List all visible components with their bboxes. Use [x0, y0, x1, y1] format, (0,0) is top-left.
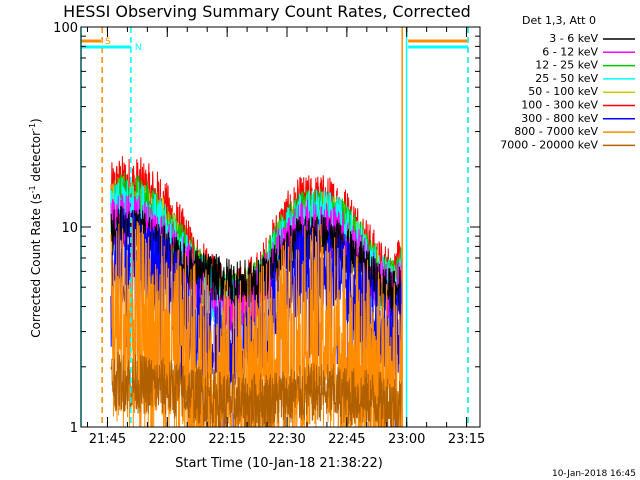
legend-label: 300 - 800 keV — [521, 112, 598, 125]
date-stamp: 10-Jan-2018 16:45 — [552, 469, 636, 479]
y-tick-label: 10 — [61, 221, 78, 236]
x-tick-label: 22:15 — [208, 432, 245, 447]
legend-label: 12 - 25 keV — [535, 59, 598, 72]
y-tick-label: 100 — [53, 21, 78, 36]
series-7000-20000-kev — [110, 351, 403, 427]
legend-label: 50 - 100 keV — [528, 85, 598, 98]
x-tick-label: 23:15 — [448, 432, 485, 447]
legend-label: 7000 - 20000 keV — [500, 138, 598, 151]
x-tick-label: 22:30 — [268, 432, 305, 447]
legend-label: 25 - 50 keV — [535, 72, 598, 85]
x-axis-label: Start Time (10-Jan-18 21:38:22) — [175, 456, 383, 471]
legend-header: Det 1,3, Att 0 — [522, 14, 596, 27]
y-tick-label: 1 — [70, 421, 78, 436]
legend-label: 6 - 12 keV — [542, 45, 598, 58]
chart-title: HESSI Observing Summary Count Rates, Cor… — [63, 2, 471, 21]
x-axis: 21:45 22:00 22:15 22:30 22:45 23:00 23:15 — [87, 27, 485, 447]
y-axis: 1 10 100 — [53, 21, 480, 436]
x-tick-label: 22:00 — [149, 432, 186, 447]
x-tick-label: 23:00 — [388, 432, 425, 447]
legend-label: 100 - 300 keV — [521, 99, 598, 112]
legend-label: 3 - 6 keV — [549, 32, 598, 45]
flag-label: N — [135, 43, 142, 53]
series-layer — [110, 156, 403, 427]
x-tick-label: 21:45 — [89, 432, 126, 447]
y-axis-label: Corrected Count Rate (s-1 detector-1) — [28, 118, 43, 337]
legend-label: 800 - 7000 keV — [514, 125, 598, 138]
flag-label: S — [105, 37, 111, 47]
x-tick-label: 22:45 — [328, 432, 365, 447]
